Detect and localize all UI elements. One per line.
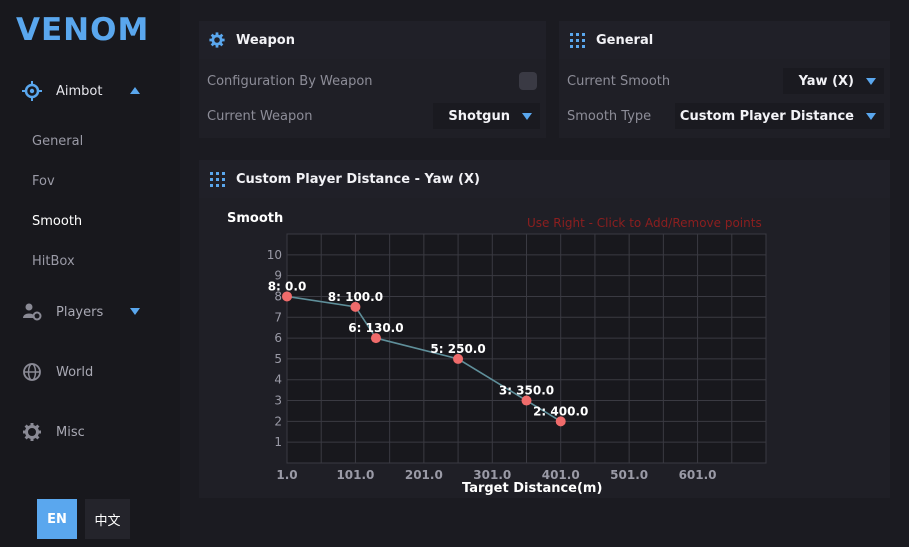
chevron-down-icon [866,112,876,120]
sub-fov[interactable]: Fov [32,174,55,189]
general-panel-header: General [559,21,890,59]
current-weapon-value: Shotgun [448,108,510,124]
weapon-panel-title: Weapon [236,32,295,48]
gear-icon [208,31,226,49]
chevron-down-icon [522,112,532,120]
y-axis-title: Smooth [227,211,284,226]
weapon-panel: Weapon Configuration By Weapon Current W… [199,21,546,138]
curve-panel: Custom Player Distance - Yaw (X) [199,160,890,498]
lang-zh-button[interactable]: 中文 [85,499,130,539]
nav-players-label: Players [56,304,104,320]
general-panel: General Current Smooth Yaw (X) Smooth Ty… [559,21,890,138]
users-gear-icon [22,302,42,322]
chevron-up-icon[interactable] [130,87,140,94]
grid-dots-icon [568,31,586,49]
smooth-type-select[interactable]: Custom Player Distance [675,103,884,129]
globe-icon [22,362,42,382]
current-weapon-label: Current Weapon [207,109,313,124]
crosshair-icon [22,81,42,101]
nav-players[interactable]: Players [22,302,103,322]
config-by-weapon-toggle[interactable] [519,72,537,90]
chart-hint: Use Right - Click to Add/Remove points [527,216,762,230]
current-smooth-value: Yaw (X) [798,73,854,89]
curve-panel-title: Custom Player Distance - Yaw (X) [236,171,480,187]
sub-smooth[interactable]: Smooth [32,214,83,229]
current-weapon-select[interactable]: Shotgun [433,103,540,129]
app-logo: VENOM [16,12,150,48]
gear-icon [22,422,42,442]
weapon-panel-header: Weapon [199,21,546,59]
chevron-down-icon[interactable] [130,308,140,315]
config-by-weapon-label: Configuration By Weapon [207,74,373,89]
sub-general[interactable]: General [32,134,84,149]
current-smooth-label: Current Smooth [567,74,671,89]
chevron-down-icon [866,77,876,85]
nav-misc[interactable]: Misc [22,422,85,442]
smooth-type-label: Smooth Type [567,109,652,124]
nav-world[interactable]: World [22,362,93,382]
nav-aimbot[interactable]: Aimbot [22,81,102,101]
nav-misc-label: Misc [56,424,85,440]
lang-en-button[interactable]: EN [37,499,77,539]
nav-world-label: World [56,364,94,380]
general-panel-title: General [596,32,654,48]
grid-dots-icon [208,170,226,188]
x-axis-title: Target Distance(m) [462,481,603,496]
current-smooth-select[interactable]: Yaw (X) [783,68,884,94]
nav-aimbot-label: Aimbot [56,83,103,99]
sub-hitbox[interactable]: HitBox [32,254,75,269]
curve-panel-header: Custom Player Distance - Yaw (X) [199,160,890,198]
sidebar: VENOM Aimbot General Fov Smooth HitBox P… [0,0,180,547]
smooth-type-value: Custom Player Distance [679,108,854,124]
